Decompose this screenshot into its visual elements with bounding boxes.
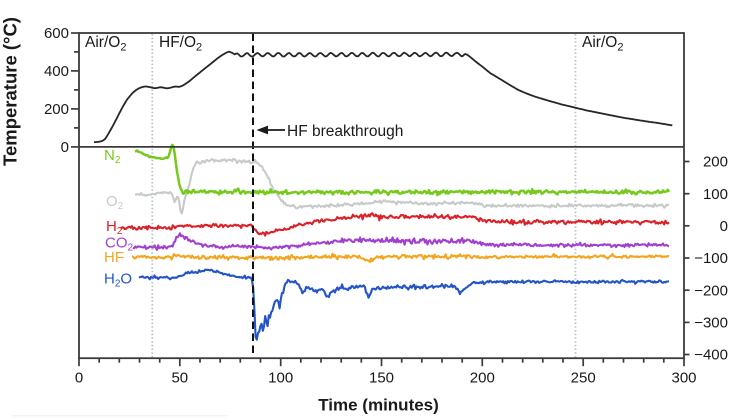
svg-text:Air/O2: Air/O2 (582, 34, 623, 54)
svg-text:0: 0 (61, 139, 69, 156)
svg-text:0: 0 (75, 370, 83, 387)
svg-text:CO2: CO2 (105, 235, 134, 254)
svg-text:−400: −400 (694, 347, 728, 364)
svg-text:400: 400 (44, 63, 69, 80)
svg-text:Time (minutes): Time (minutes) (318, 396, 439, 415)
svg-text:Air/O2: Air/O2 (85, 34, 126, 54)
svg-text:HF: HF (104, 249, 124, 266)
svg-text:−100: −100 (694, 250, 728, 267)
svg-text:50: 50 (171, 370, 188, 387)
svg-text:−300: −300 (694, 315, 728, 332)
svg-text:HF/O2: HF/O2 (159, 34, 202, 54)
svg-text:HF breakthrough: HF breakthrough (287, 123, 403, 140)
svg-text:Temperature (°C): Temperature (°C) (0, 17, 21, 166)
svg-text:100: 100 (703, 186, 728, 203)
svg-text:0: 0 (720, 218, 728, 235)
svg-text:200: 200 (470, 370, 495, 387)
svg-text:H2O: H2O (104, 271, 132, 290)
svg-text:600: 600 (44, 25, 69, 42)
svg-text:300: 300 (671, 370, 696, 387)
svg-text:150: 150 (369, 370, 394, 387)
svg-text:100: 100 (268, 370, 293, 387)
svg-text:200: 200 (44, 101, 69, 118)
svg-text:200: 200 (703, 154, 728, 171)
svg-text:−200: −200 (694, 282, 728, 299)
svg-text:250: 250 (571, 370, 596, 387)
